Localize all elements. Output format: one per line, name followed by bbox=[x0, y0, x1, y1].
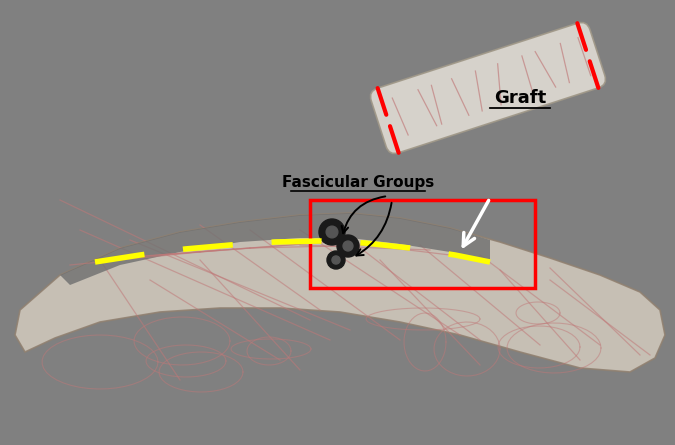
Circle shape bbox=[332, 256, 340, 264]
Bar bbox=[310, 200, 535, 288]
Polygon shape bbox=[15, 213, 665, 372]
Circle shape bbox=[327, 251, 345, 269]
Circle shape bbox=[326, 226, 338, 238]
Circle shape bbox=[337, 235, 359, 257]
Circle shape bbox=[319, 219, 345, 245]
Circle shape bbox=[343, 241, 353, 251]
Text: Graft: Graft bbox=[494, 89, 546, 107]
Polygon shape bbox=[60, 213, 490, 285]
FancyBboxPatch shape bbox=[371, 22, 605, 154]
Text: Fascicular Groups: Fascicular Groups bbox=[282, 174, 434, 190]
